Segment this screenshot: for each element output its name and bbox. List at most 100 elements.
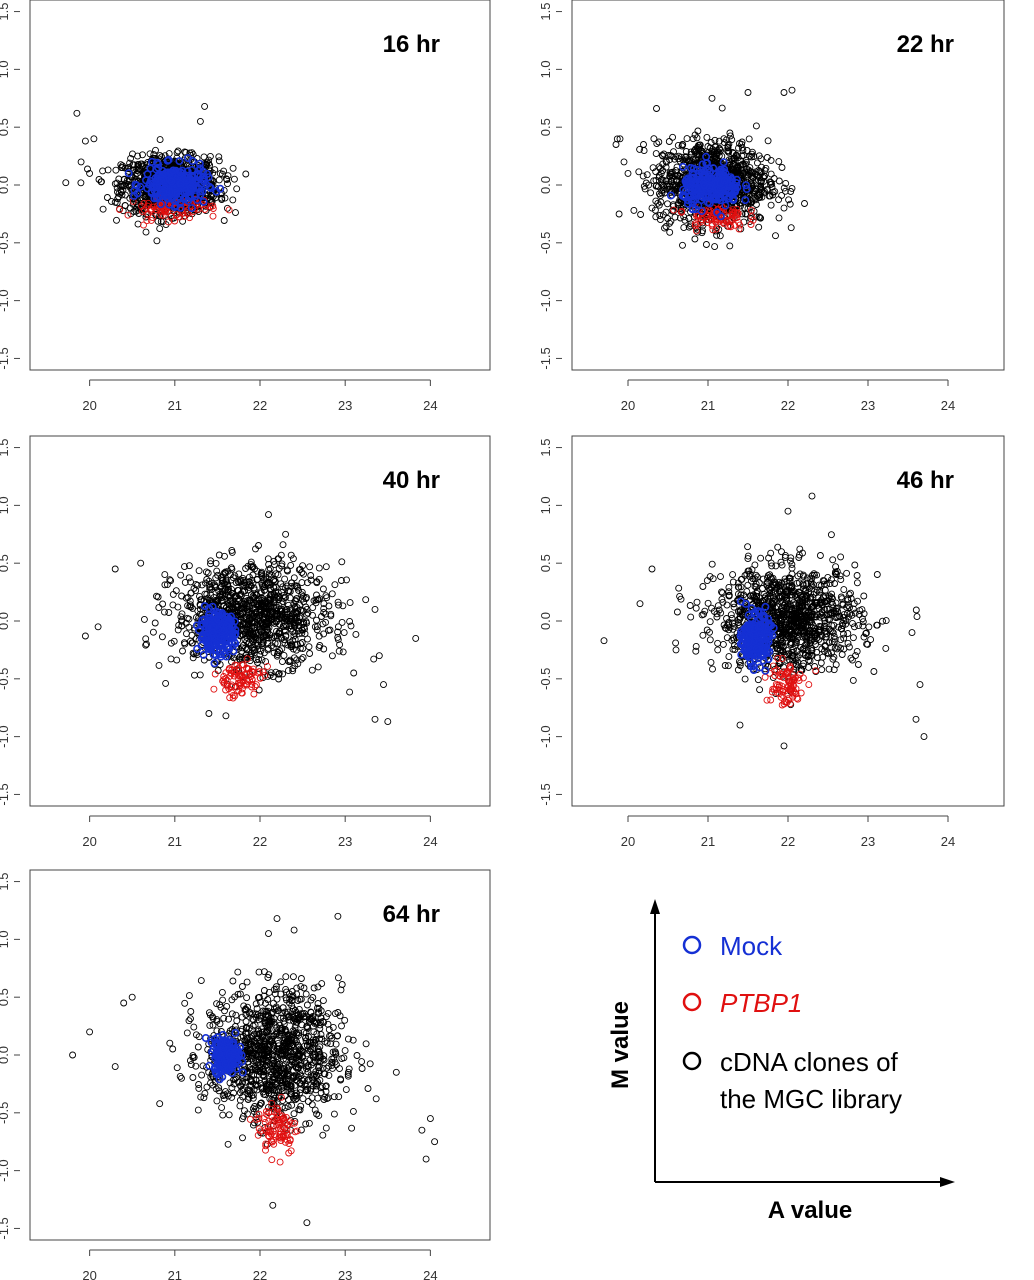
mock-point bbox=[688, 205, 697, 214]
mgc-point bbox=[113, 188, 121, 196]
mgc-point bbox=[654, 199, 662, 207]
mock-point bbox=[697, 196, 706, 205]
mgc-point bbox=[788, 86, 796, 94]
ptbp1-point bbox=[261, 671, 269, 679]
mock-point bbox=[666, 191, 675, 200]
mgc-point bbox=[715, 157, 723, 165]
mgc-point bbox=[191, 671, 198, 679]
mgc-point bbox=[244, 606, 252, 614]
mgc-point bbox=[787, 188, 795, 195]
mgc-point bbox=[229, 600, 236, 608]
mgc-point bbox=[778, 164, 786, 171]
mgc-point bbox=[283, 615, 291, 623]
mgc-point bbox=[291, 604, 299, 612]
mgc-point bbox=[196, 601, 204, 608]
mock-point bbox=[151, 174, 160, 183]
mock-point bbox=[176, 179, 185, 188]
mgc-point bbox=[279, 670, 287, 678]
mgc-point bbox=[262, 631, 270, 639]
mgc-point bbox=[194, 581, 201, 589]
y-tick-label: -0.5 bbox=[538, 232, 553, 254]
mgc-point bbox=[201, 102, 209, 110]
ptbp1-point bbox=[165, 218, 172, 226]
mgc-point bbox=[656, 165, 664, 173]
mgc-point bbox=[189, 649, 197, 657]
mgc-point bbox=[111, 565, 119, 573]
mgc-point bbox=[221, 593, 229, 600]
mock-point bbox=[682, 175, 691, 184]
mgc-point bbox=[338, 558, 346, 566]
mgc-point bbox=[752, 170, 760, 178]
mgc-point bbox=[653, 105, 660, 112]
mgc-point bbox=[778, 191, 786, 199]
mgc-point bbox=[239, 574, 247, 582]
ptbp1-point bbox=[729, 211, 737, 219]
mgc-point bbox=[95, 176, 103, 183]
mgc-point bbox=[844, 639, 852, 647]
mgc-point bbox=[843, 569, 851, 577]
ptbp1-point bbox=[211, 670, 219, 678]
mgc-point bbox=[752, 122, 760, 130]
mgc-point bbox=[213, 567, 221, 575]
mgc-point bbox=[729, 571, 737, 579]
mgc-point bbox=[247, 558, 255, 566]
mgc-point bbox=[827, 531, 835, 539]
mgc-point bbox=[667, 176, 675, 184]
mgc-point bbox=[412, 634, 420, 642]
y-tick-label: -1.0 bbox=[538, 725, 553, 747]
mock-point bbox=[216, 184, 225, 193]
ptbp1-point bbox=[712, 225, 720, 233]
mgc-point bbox=[775, 158, 783, 166]
mgc-point bbox=[696, 141, 704, 149]
mgc-point bbox=[737, 196, 745, 204]
mgc-point bbox=[693, 598, 701, 606]
mgc-point bbox=[662, 223, 670, 230]
mgc-point bbox=[767, 201, 775, 209]
mgc-point bbox=[81, 632, 89, 640]
mgc-point bbox=[275, 670, 282, 678]
ptbp1-point bbox=[144, 199, 152, 207]
mgc-point bbox=[711, 243, 719, 251]
point-layer bbox=[81, 511, 420, 726]
mgc-point bbox=[279, 583, 287, 591]
mgc-point bbox=[262, 603, 270, 611]
mgc-point bbox=[228, 548, 236, 556]
mgc-point bbox=[86, 169, 94, 177]
y-tick-label: 1.0 bbox=[0, 496, 11, 514]
mgc-point bbox=[224, 588, 232, 596]
mgc-point bbox=[126, 159, 134, 167]
mgc-point bbox=[287, 625, 295, 633]
mgc-point bbox=[270, 557, 278, 565]
mgc-point bbox=[674, 141, 682, 149]
mgc-point bbox=[661, 189, 668, 197]
mock-point bbox=[719, 158, 728, 167]
mgc-point bbox=[211, 166, 219, 174]
ptbp1-point bbox=[697, 218, 705, 226]
mgc-point bbox=[162, 679, 170, 687]
mgc-point bbox=[319, 585, 327, 593]
mgc-point bbox=[316, 642, 324, 649]
x-tick-label: 23 bbox=[338, 834, 352, 849]
mgc-point bbox=[706, 628, 713, 636]
mgc-point bbox=[251, 565, 259, 573]
mgc-point bbox=[267, 599, 275, 607]
mgc-point bbox=[286, 639, 294, 647]
mgc-point bbox=[767, 170, 775, 178]
mgc-point bbox=[337, 577, 345, 584]
mgc-point bbox=[257, 647, 265, 655]
mgc-point bbox=[313, 591, 320, 599]
mgc-point bbox=[121, 191, 129, 199]
mock-point bbox=[199, 650, 208, 659]
mgc-point bbox=[750, 153, 758, 160]
mock-point bbox=[683, 199, 692, 208]
mgc-point bbox=[818, 666, 826, 674]
panel-3: 20 21 22 23 24-1.5-1.0-0.50.00.51.01.546 hr bbox=[538, 435, 1005, 849]
mgc-point bbox=[340, 629, 348, 637]
mock-point bbox=[742, 185, 751, 194]
mock-point bbox=[158, 170, 167, 179]
mgc-point bbox=[657, 198, 665, 206]
mgc-point bbox=[718, 104, 726, 112]
mgc-point bbox=[287, 643, 295, 651]
mgc-point bbox=[303, 610, 310, 618]
